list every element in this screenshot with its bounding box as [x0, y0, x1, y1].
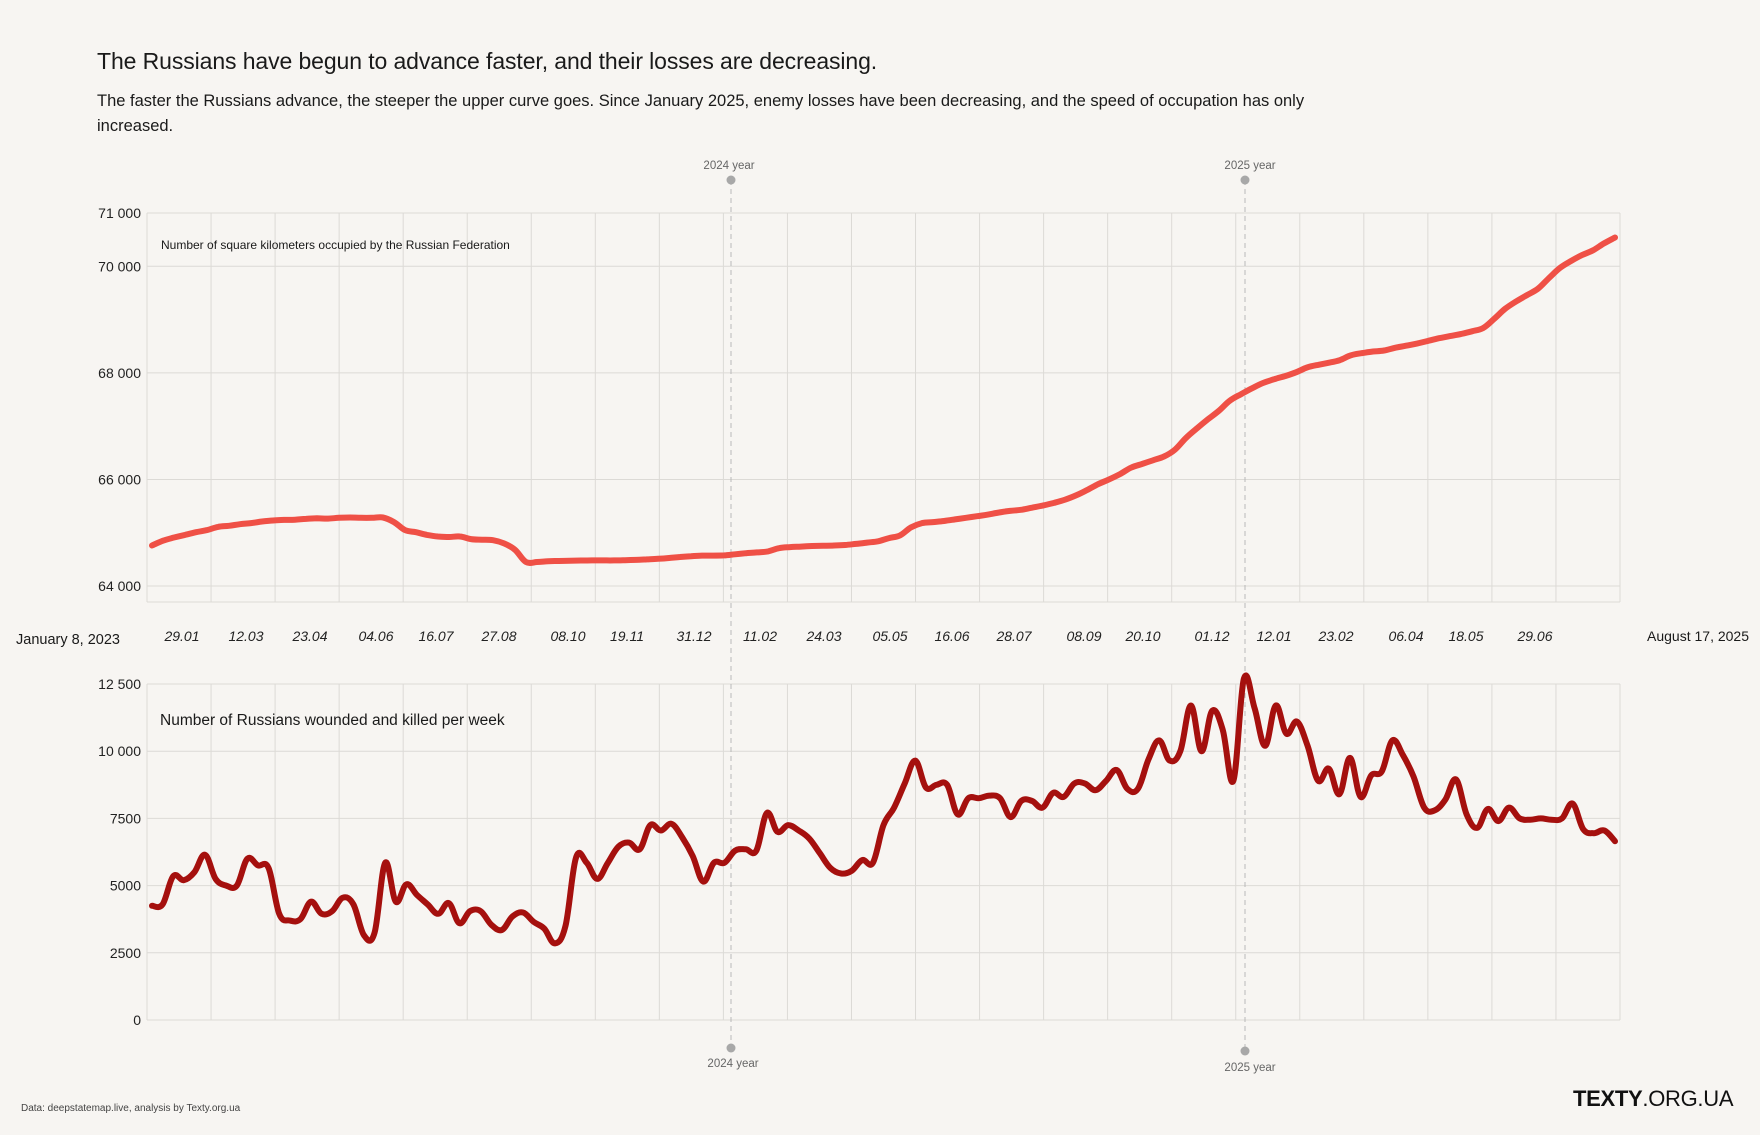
x-tick-label: 19.11: [610, 628, 644, 644]
year-marker-dot: [1240, 175, 1250, 185]
losses-series-line: [149, 672, 1618, 947]
year-markers: 2024 year 2024 year 2025 year 2025 year: [703, 160, 1275, 1074]
losses-y-tick-label: 10 000: [98, 743, 141, 759]
territory-panel-title: Number of square kilometers occupied by …: [161, 238, 510, 252]
x-tick-label: 08.09: [1066, 628, 1101, 644]
territory-y-tick-label: 64 000: [98, 578, 141, 594]
x-tick-label: 29.01: [163, 628, 199, 644]
x-tick-label: 24.03: [805, 628, 841, 644]
territory-y-tick-label: 68 000: [98, 365, 141, 381]
year-marker-dot: [726, 175, 736, 185]
x-tick-label: 31.12: [676, 628, 711, 644]
x-end-label: August 17, 2025: [1647, 628, 1749, 644]
x-tick-label: 20.10: [1124, 628, 1160, 644]
losses-grid: [146, 683, 1621, 1021]
x-tick-label: 16.06: [934, 628, 969, 644]
year-marker-dot: [726, 1043, 736, 1053]
losses-panel-title: Number of Russians wounded and killed pe…: [160, 712, 505, 729]
losses-y-axis: 0 2500 5000 7500 10 000 12 500: [98, 676, 141, 1028]
territory-y-tick-label: 66 000: [98, 471, 141, 487]
x-tick-label: 12.01: [1256, 628, 1291, 644]
losses-y-tick-label: 2500: [110, 945, 141, 961]
year-marker-label: 2024 year: [707, 1058, 758, 1070]
losses-y-tick-label: 5000: [110, 878, 141, 894]
x-tick-label: 08.10: [550, 628, 585, 644]
texty-logo[interactable]: TEXTY.ORG.UA: [1573, 1086, 1734, 1112]
date-axis: 29.01 12.03 23.04 04.06 16.07 27.08 08.10 19.11…: [16, 628, 1749, 648]
territory-series-line: [149, 234, 1618, 567]
x-tick-label: 23.02: [1317, 628, 1353, 644]
territory-y-tick-label: 70 000: [98, 258, 141, 274]
x-tick-label: 18.05: [1448, 628, 1483, 644]
losses-y-tick-label: 12 500: [98, 676, 141, 692]
year-marker-label: 2025 year: [1224, 160, 1275, 172]
x-tick-label: 16.07: [418, 628, 454, 644]
losses-y-tick-label: 7500: [110, 810, 141, 826]
year-marker-label: 2024 year: [703, 160, 754, 172]
chart-subtitle: The faster the Russians advance, the ste…: [97, 92, 1305, 135]
x-tick-label: 06.04: [1388, 628, 1423, 644]
source-note: Data: deepstatemap.live, analysis by Tex…: [21, 1103, 241, 1114]
x-tick-label: 12.03: [228, 628, 263, 644]
x-tick-label: 29.06: [1516, 628, 1552, 644]
logo-rest: .ORG.UA: [1642, 1086, 1734, 1111]
territory-y-axis: 64 000 66 000 68 000 70 000 71 000: [98, 205, 141, 594]
x-tick-label: 11.02: [743, 628, 777, 644]
territory-y-tick-label: 71 000: [98, 205, 141, 221]
x-start-label: January 8, 2023: [16, 632, 120, 648]
x-tick-label: 27.08: [480, 628, 516, 644]
x-tick-label: 28.07: [995, 628, 1032, 644]
x-tick-label: 01.12: [1194, 628, 1229, 644]
year-marker-label: 2025 year: [1224, 1062, 1275, 1074]
territory-grid: [146, 212, 1621, 603]
chart-title: The Russians have begun to advance faste…: [97, 48, 878, 74]
year-marker-dot: [1240, 1046, 1250, 1056]
x-tick-label: 04.06: [358, 628, 393, 644]
x-tick-label: 23.04: [291, 628, 327, 644]
x-tick-label: 05.05: [872, 628, 907, 644]
losses-y-tick-label: 0: [133, 1012, 141, 1028]
logo-bold: TEXTY: [1573, 1086, 1643, 1111]
